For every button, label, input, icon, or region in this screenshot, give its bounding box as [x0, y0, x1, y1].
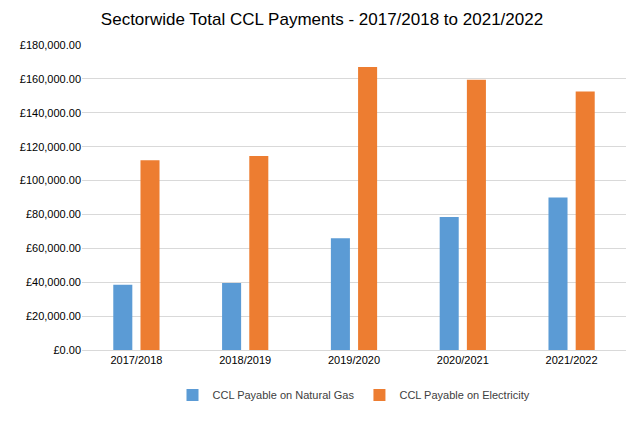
svg-text:2019/2020: 2019/2020: [328, 354, 380, 366]
svg-text:£180,000.00: £180,000.00: [20, 39, 81, 51]
svg-text:£120,000.00: £120,000.00: [20, 141, 81, 153]
svg-text:Sectorwide Total CCL Payments: Sectorwide Total CCL Payments - 2017/201…: [101, 10, 543, 29]
svg-text:2018/2019: 2018/2019: [219, 354, 271, 366]
svg-text:£40,000.00: £40,000.00: [26, 276, 81, 288]
svg-text:£140,000.00: £140,000.00: [20, 107, 81, 119]
svg-text:£20,000.00: £20,000.00: [26, 310, 81, 322]
svg-text:£160,000.00: £160,000.00: [20, 73, 81, 85]
svg-text:£60,000.00: £60,000.00: [26, 242, 81, 254]
svg-text:2017/2018: 2017/2018: [110, 354, 162, 366]
svg-text:£80,000.00: £80,000.00: [26, 208, 81, 220]
svg-text:2021/2022: 2021/2022: [546, 354, 598, 366]
svg-text:2020/2021: 2020/2021: [437, 354, 489, 366]
svg-text:CCL Payable on Electricity: CCL Payable on Electricity: [399, 389, 529, 401]
svg-text:£0.00: £0.00: [53, 344, 81, 356]
svg-text:CCL Payable on Natural Gas: CCL Payable on Natural Gas: [213, 389, 355, 401]
svg-text:£100,000.00: £100,000.00: [20, 174, 81, 186]
